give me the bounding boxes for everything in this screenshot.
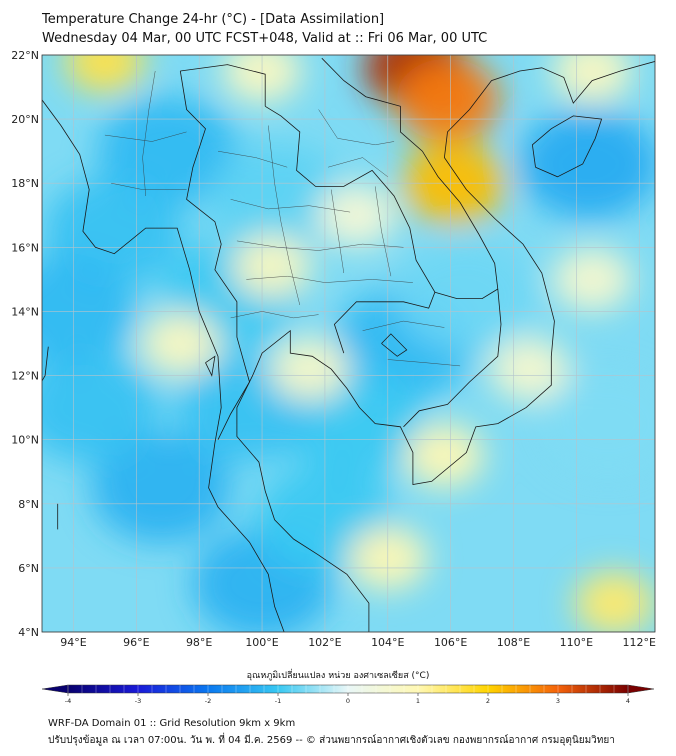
colorbar-tick-label: 2: [486, 697, 490, 705]
cold-anomaly-spot: [42, 352, 160, 463]
lon-tick-label: 100°E: [245, 636, 278, 649]
lon-tick-label: 104°E: [371, 636, 404, 649]
colorbar-tick-label: 1: [416, 697, 420, 705]
colorbar-tick-label: -3: [135, 697, 141, 705]
lon-tick-label: 96°E: [123, 636, 149, 649]
province-border: [142, 70, 156, 197]
cold-anomaly-spot: [207, 144, 348, 255]
coastline-segment: [321, 57, 502, 428]
colorbar: -4 -3 -2 -1 0 1 2 3 4: [41, 684, 655, 705]
coastline-segment: [205, 355, 216, 377]
province-border: [318, 109, 395, 146]
colorbar-max-extend: [627, 684, 655, 694]
province-border: [236, 240, 404, 251]
lat-tick-label: 18°N: [11, 177, 39, 190]
coastline-segment: [264, 105, 436, 354]
lon-tick-label: 112°E: [623, 636, 656, 649]
province-border: [328, 157, 388, 177]
lon-tick-label: 102°E: [308, 636, 341, 649]
province-border: [246, 275, 413, 283]
province-border: [111, 183, 187, 190]
lon-tick-label: 94°E: [60, 636, 86, 649]
coastline-segment: [434, 288, 499, 299]
warm-anomaly-spot: [395, 58, 500, 142]
warm-anomaly-spot: [404, 423, 485, 488]
province-border: [375, 186, 392, 277]
lat-tick-label: 14°N: [11, 305, 39, 318]
coastline-segment: [179, 70, 250, 440]
province-border: [268, 125, 300, 306]
graticule: 22°N 20°N 18°N 16°N 14°N 12°N 10°N 8°N 6°N 4°N 94°…: [11, 49, 656, 649]
lon-tick-label: 106°E: [434, 636, 467, 649]
footer-credit: ปรับปรุงข้อมูล ณ เวลา 07:00น. วัน พ. ที่…: [48, 735, 615, 746]
warm-anomaly-spot: [316, 183, 397, 248]
province-border: [230, 311, 319, 319]
coastline-segment: [531, 115, 603, 178]
lat-tick-label: 10°N: [11, 434, 39, 447]
chart-subtitle-valid-time: Wednesday 04 Mar, 00 UTC FCST+048, Valid…: [42, 31, 488, 46]
province-border: [230, 199, 351, 213]
warm-anomaly-spot: [64, 55, 145, 94]
warm-anomaly-spot: [552, 247, 633, 312]
province-border: [331, 189, 344, 274]
warm-anomaly-spot: [552, 55, 633, 104]
lat-tick-label: 22°N: [11, 49, 39, 62]
colorbar-min-extend: [41, 684, 69, 694]
footer-model-info: WRF-DA Domain 01 :: Grid Resolution 9km …: [48, 718, 296, 729]
province-border: [217, 151, 288, 168]
lon-tick-label: 110°E: [560, 636, 593, 649]
warm-anomaly-spot: [574, 571, 655, 632]
coastlines: [42, 57, 655, 632]
lon-tick-label: 98°E: [186, 636, 212, 649]
warm-anomaly-spot: [140, 311, 221, 376]
lat-tick-label: 6°N: [18, 562, 39, 575]
warm-anomaly-spot: [231, 234, 312, 299]
colorbar-tick-label: 3: [556, 697, 560, 705]
lat-tick-label: 16°N: [11, 241, 39, 254]
colorbar-tick-label: -4: [65, 697, 71, 705]
cold-anomaly-spot: [91, 432, 232, 543]
warm-anomaly-spot: [489, 337, 570, 402]
province-border: [362, 320, 445, 331]
province-border: [104, 131, 187, 142]
lat-tick-label: 4°N: [18, 626, 39, 639]
coastline-segment: [180, 64, 266, 107]
lat-tick-label: 12°N: [11, 370, 39, 383]
colorbar-tick-label: 4: [626, 697, 630, 705]
chart-title: Temperature Change 24-hr (°C) - [Data As…: [42, 12, 385, 27]
coastline-segment: [42, 99, 285, 632]
warm-anomaly-spot: [269, 337, 350, 402]
lat-tick-label: 20°N: [11, 113, 39, 126]
colorbar-label: อุณหภูมิเปลี่ยนแปลง หน่วย องศาเซลเซียส (…: [246, 671, 430, 681]
coastline-segment: [236, 61, 655, 632]
cold-anomaly-spot: [537, 368, 655, 479]
colorbar-tick-label: -1: [275, 697, 281, 705]
colorbar-tick-label: -2: [205, 697, 211, 705]
lat-tick-label: 8°N: [18, 498, 39, 511]
lon-tick-label: 108°E: [497, 636, 530, 649]
coastline-segment: [381, 333, 408, 357]
map-frame: [41, 54, 656, 633]
province-border: [387, 359, 461, 367]
coastline-segment: [42, 346, 49, 382]
colorbar-tick-label: 0: [346, 697, 350, 705]
province-borders: [104, 70, 461, 367]
cold-anomaly-spot: [396, 240, 537, 351]
cold-anomaly-spot: [519, 109, 655, 219]
